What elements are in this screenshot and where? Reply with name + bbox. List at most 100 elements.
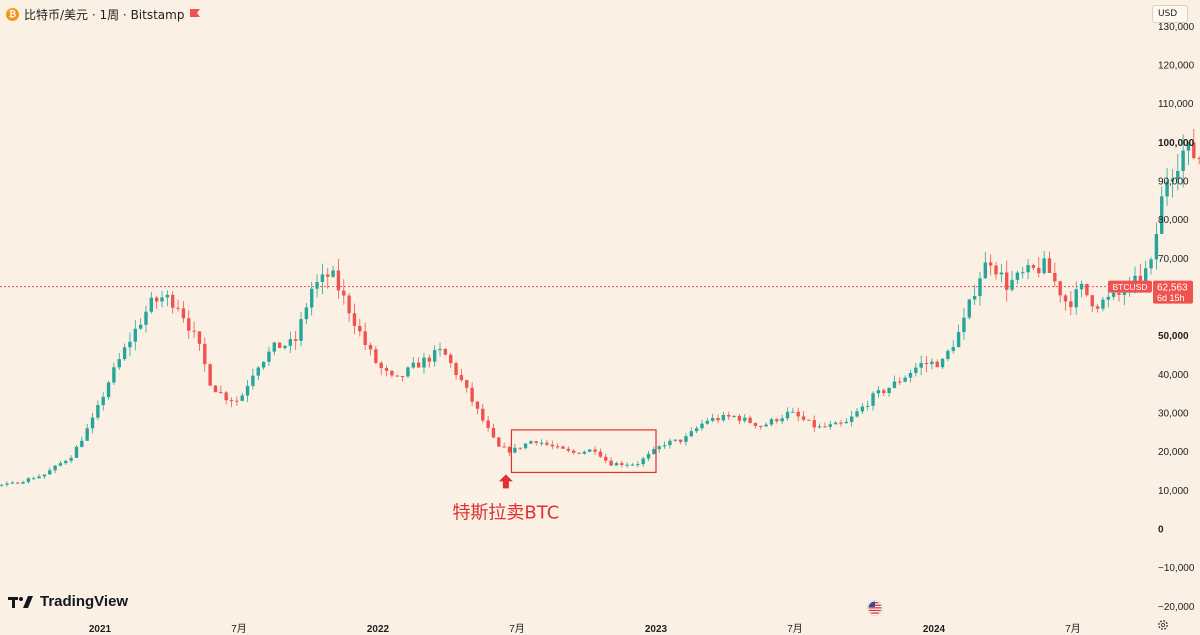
candle (721, 411, 726, 422)
highlight-box-2022-low[interactable] (510, 429, 657, 474)
candle (710, 413, 715, 423)
candle (1154, 222, 1159, 270)
candle (1069, 291, 1073, 316)
candle (518, 447, 522, 451)
candle (545, 439, 549, 447)
candle (780, 414, 784, 425)
candle (1090, 294, 1094, 313)
candle (876, 386, 881, 398)
candle (614, 461, 619, 466)
candle (785, 407, 790, 421)
y-tick-label: 40,000 (1158, 370, 1189, 381)
candle (465, 379, 469, 393)
candle (1192, 128, 1196, 160)
candle (609, 457, 613, 467)
symbol-header[interactable]: ₿ 比特币/美元 · 1周 · Bitstamp (6, 5, 201, 23)
candle (42, 474, 47, 479)
candle (1053, 262, 1057, 287)
candle (753, 422, 758, 429)
candle (106, 380, 111, 400)
candle (919, 355, 923, 376)
candle (203, 337, 207, 372)
candle (849, 411, 854, 427)
candle (288, 331, 293, 353)
flag-icon[interactable] (189, 8, 201, 20)
x-tick-label: 7月 (509, 623, 525, 635)
candle (620, 460, 624, 468)
price-axis: 150,000140,000130,000120,000110,000100,0… (1158, 22, 1195, 613)
candle (1160, 186, 1164, 235)
candle (716, 414, 720, 424)
candle (128, 332, 132, 357)
candle (561, 445, 565, 450)
y-tick-label: 130,000 (1158, 22, 1195, 33)
candle (26, 477, 31, 484)
candle (85, 423, 89, 441)
candle (1085, 283, 1089, 297)
candle (839, 419, 843, 427)
candle (566, 446, 571, 453)
candle (662, 441, 667, 450)
y-tick-label: 100,000 (1158, 138, 1195, 149)
candle (882, 388, 886, 397)
candle (924, 356, 929, 373)
candle (833, 421, 838, 425)
x-tick-label: 2023 (645, 624, 668, 635)
candle (914, 363, 918, 377)
candle (630, 463, 635, 466)
candle (138, 318, 143, 331)
candle (272, 341, 276, 356)
candle (400, 375, 405, 382)
candle (972, 284, 977, 305)
candle (1005, 260, 1009, 302)
candle (160, 290, 164, 308)
candle (844, 418, 849, 424)
time-axis: 7月20217月20227月20237月20247月20257月20267月20… (89, 623, 1081, 635)
candle (37, 474, 41, 479)
candle (828, 420, 832, 430)
candle (395, 375, 399, 377)
bitcoin-icon: ₿ (6, 7, 19, 21)
candle (571, 449, 576, 455)
annotation-text: 特斯拉卖BTC (452, 502, 559, 523)
candle (1165, 168, 1169, 206)
candle (58, 460, 63, 467)
price-tag-countdown: 6d 15h (1157, 293, 1185, 303)
candle (1031, 263, 1036, 271)
candle (342, 279, 346, 305)
us-flag-event-icon[interactable] (867, 600, 883, 616)
candle (593, 446, 597, 455)
candle (860, 403, 865, 414)
settings-gear-icon[interactable] (1157, 619, 1169, 631)
candle (1101, 296, 1105, 312)
candle (892, 375, 897, 389)
x-tick-label: 7月 (231, 623, 247, 635)
candle (261, 361, 266, 370)
candle (1063, 293, 1068, 311)
candle (1095, 303, 1100, 313)
candle (700, 419, 704, 431)
candle (326, 268, 330, 289)
candle (181, 301, 186, 323)
candle (737, 414, 742, 425)
candle (96, 400, 100, 420)
candle (10, 480, 15, 485)
candle (208, 363, 212, 387)
candle (689, 427, 693, 438)
candle (187, 310, 191, 339)
candle (165, 290, 170, 307)
currency-button[interactable]: USD (1152, 5, 1188, 23)
candle (727, 411, 731, 421)
y-tick-label: 50,000 (1158, 331, 1189, 342)
candle (796, 407, 800, 422)
candle (705, 418, 710, 426)
candle (454, 361, 458, 380)
candle (978, 271, 982, 306)
tradingview-logo[interactable]: TradingView (8, 593, 128, 610)
candle (122, 343, 127, 361)
candle (657, 445, 661, 453)
candle (748, 415, 752, 424)
candle (502, 442, 506, 448)
candle (267, 346, 271, 366)
